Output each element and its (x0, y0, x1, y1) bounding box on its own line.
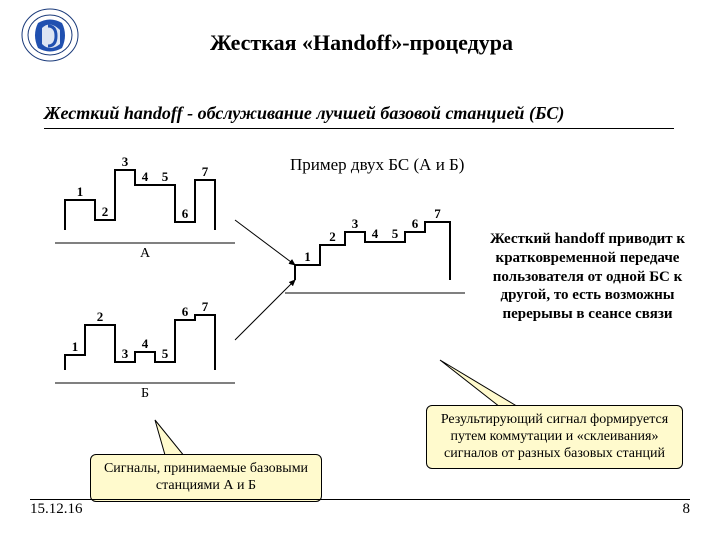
footer-line (30, 499, 690, 500)
date-label: 15.12.16 (30, 501, 83, 518)
page-number: 8 (683, 501, 691, 518)
callout-result: Результирующий сигнал формируется путем … (426, 405, 683, 469)
callout-signals: Сигналы, принимаемые базовыми станциями … (90, 454, 322, 502)
